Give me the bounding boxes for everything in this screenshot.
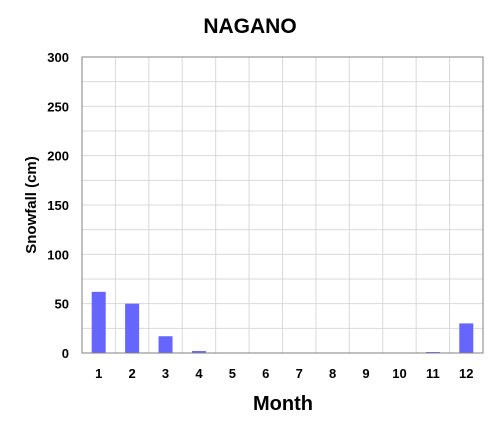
x-tick-label: 10: [392, 366, 406, 381]
plot-frame: [81, 56, 484, 354]
x-tick-label: 9: [362, 366, 369, 381]
y-tick-label: 150: [47, 198, 69, 213]
bar-month-3: [158, 336, 173, 353]
y-tick-label: 300: [47, 50, 69, 65]
x-tick-label: 8: [329, 366, 336, 381]
y-tick-label: 250: [47, 99, 69, 114]
y-tick-label: 0: [62, 346, 69, 361]
x-tick-label: 11: [426, 366, 440, 381]
x-tick-label: 1: [95, 366, 102, 381]
y-tick-label: 100: [47, 247, 69, 262]
y-axis-ticks: 0 50 100 150 200 250 300: [47, 50, 69, 361]
x-tick-label: 4: [195, 366, 203, 381]
x-tick-label: 6: [262, 366, 269, 381]
chart-title: NAGANO: [203, 15, 296, 38]
bar-month-1: [91, 291, 106, 353]
y-tick-label: 50: [55, 297, 69, 312]
x-tick-label: 3: [162, 366, 169, 381]
y-axis-label: Snowfall (cm): [23, 156, 40, 254]
y-tick-label: 200: [47, 149, 69, 164]
x-tick-label: 7: [296, 366, 303, 381]
bar-month-2: [125, 303, 140, 353]
x-axis-label: Month: [253, 393, 313, 415]
bars-layer: [91, 291, 474, 353]
x-tick-label: 2: [129, 366, 136, 381]
bar-month-4: [191, 351, 206, 353]
grid-layer: [82, 57, 483, 353]
x-tick-label: 5: [229, 366, 236, 381]
bar-month-12: [459, 323, 474, 353]
x-axis-ticks: 1 2 3 4 5 6 7 8 9 10 11 12: [95, 366, 473, 381]
x-tick-label: 12: [459, 366, 473, 381]
